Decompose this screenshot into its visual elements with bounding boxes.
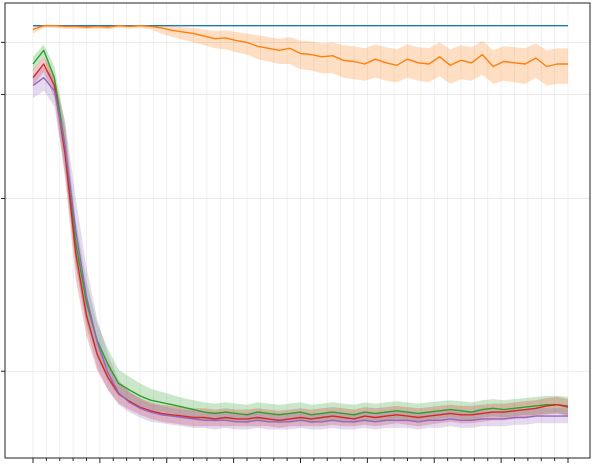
series-lines [32,25,569,423]
plot-frame [4,2,591,459]
series-line-4 [32,77,568,423]
grid [5,3,590,458]
series-band-1 [33,25,568,86]
series-line-1 [32,25,568,68]
axis-ticks [1,41,569,463]
series-line-2 [32,49,569,416]
confidence-bands [33,25,568,430]
